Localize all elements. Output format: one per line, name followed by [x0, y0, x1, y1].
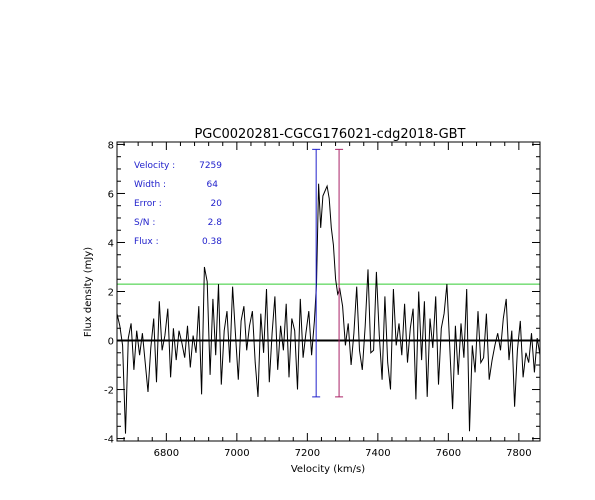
- x-tick-label: 7000: [224, 448, 249, 459]
- spectrum-series-line: [116, 183, 541, 434]
- y-tick-label: -4: [104, 435, 114, 446]
- annotation-error-label: Error :: [134, 199, 162, 209]
- plot-frame: [116, 141, 541, 442]
- y-axis-label: Flux density (mJy): [83, 247, 94, 337]
- annotation-width-label: Width :: [134, 180, 166, 190]
- annotation-flux-value: 0.38: [202, 237, 222, 247]
- annotation-sn-label: S/N :: [134, 218, 155, 228]
- annotation-panel: Velocity : 7259 Width : 64 Error : 20 S/…: [134, 161, 222, 247]
- y-tick-label: 8: [108, 140, 114, 151]
- y-tick-label: 0: [108, 337, 114, 348]
- y-tick-label: 2: [108, 288, 114, 299]
- y-tick-label: -2: [104, 386, 114, 397]
- annotation-width-value: 64: [207, 180, 219, 190]
- y-tick-label: 4: [108, 238, 114, 249]
- x-tick-label: 7400: [365, 448, 390, 459]
- annotation-sn-value: 2.8: [208, 218, 223, 228]
- plot-content: [116, 148, 541, 434]
- y-tick-label: 6: [108, 189, 114, 200]
- annotation-error-value: 20: [211, 199, 223, 209]
- x-tick-label: 7600: [436, 448, 461, 459]
- annotation-velocity-value: 7259: [199, 161, 222, 171]
- chart-title: PGC0020281-CGCG176021-cdg2018-GBT: [194, 127, 465, 142]
- annotation-velocity-label: Velocity :: [134, 161, 175, 171]
- x-axis-label: Velocity (km/s): [291, 464, 365, 475]
- x-tick-label: 7800: [506, 448, 531, 459]
- annotation-flux-label: Flux :: [134, 237, 159, 247]
- x-tick-label: 7200: [295, 448, 320, 459]
- x-tick-label: 6800: [154, 448, 179, 459]
- axes: 6800 7000 7200 7400 7600 7800 -4 -2 0 2 4 6 8: [104, 140, 540, 459]
